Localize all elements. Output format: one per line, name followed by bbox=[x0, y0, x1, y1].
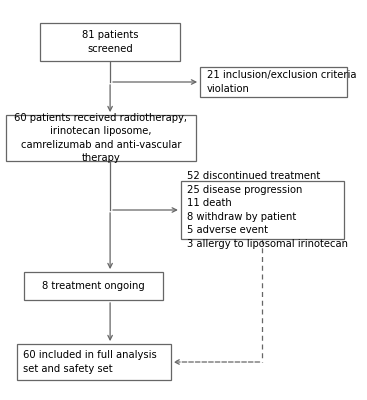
Text: 81 patients
screened: 81 patients screened bbox=[82, 30, 138, 54]
Text: 21 inclusion/exclusion criteria
violation: 21 inclusion/exclusion criteria violatio… bbox=[207, 70, 356, 94]
FancyBboxPatch shape bbox=[181, 181, 344, 239]
Text: 60 patients received radiotherapy,
irinotecan liposome,
camrelizumab and anti-va: 60 patients received radiotherapy, irino… bbox=[14, 113, 188, 163]
Text: 60 included in full analysis
set and safety set: 60 included in full analysis set and saf… bbox=[23, 350, 157, 374]
Text: 52 discontinued treatment
25 disease progression
11 death
8 withdraw by patient
: 52 discontinued treatment 25 disease pro… bbox=[187, 171, 348, 249]
FancyBboxPatch shape bbox=[24, 272, 163, 300]
Text: 8 treatment ongoing: 8 treatment ongoing bbox=[42, 281, 145, 291]
FancyBboxPatch shape bbox=[6, 115, 196, 161]
FancyBboxPatch shape bbox=[40, 23, 180, 61]
FancyBboxPatch shape bbox=[17, 344, 171, 380]
FancyBboxPatch shape bbox=[200, 67, 347, 97]
